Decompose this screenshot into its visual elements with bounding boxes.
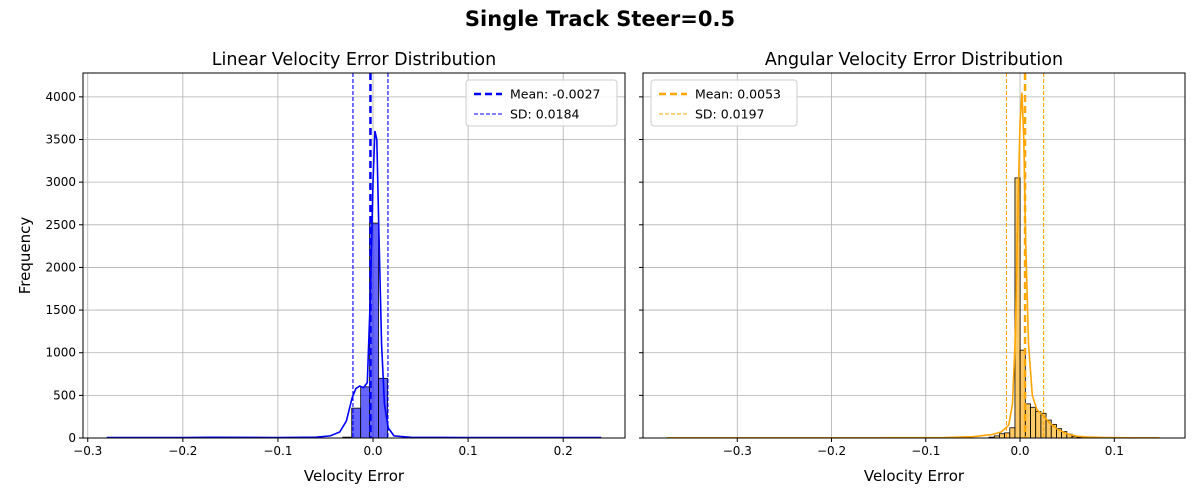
- x-tick-label: −0.3: [73, 444, 102, 458]
- legend-box: [650, 79, 798, 127]
- legend: Mean: 0.0053 SD: 0.0197: [650, 79, 798, 127]
- legend-box: [465, 79, 618, 127]
- x-tick-label: 0.0: [1010, 444, 1029, 458]
- x-tick-label: 0.1: [459, 444, 478, 458]
- x-tick-label: −0.1: [911, 444, 940, 458]
- y-tick-label: 2500: [45, 218, 76, 232]
- linear-velocity-panel: −0.3 −0.2 −0.1 0.0 0.1 0.2 0 500 1000 1500 2000 250…: [16, 50, 626, 485]
- x-tick-label: 0.1: [1105, 444, 1124, 458]
- figure-title: Single Track Steer=0.5: [465, 7, 735, 31]
- histogram-bars: [988, 177, 1083, 438]
- axes-frame: [642, 72, 1186, 439]
- histogram-bar: [1030, 406, 1037, 438]
- legend-sd-label: SD: 0.0197: [695, 107, 764, 122]
- x-tick-label: −0.2: [817, 444, 846, 458]
- kde-curve: [666, 92, 1160, 438]
- y-tick-label: 4000: [45, 90, 76, 104]
- histogram-bar: [1035, 411, 1042, 438]
- legend: Mean: -0.0027 SD: 0.0184: [465, 79, 618, 127]
- histogram-bar: [999, 433, 1005, 438]
- x-tick-label: 0.0: [363, 444, 382, 458]
- y-tick-label: 500: [53, 388, 76, 402]
- kde-curve: [106, 130, 602, 438]
- chart-title: Angular Velocity Error Distribution: [765, 50, 1063, 70]
- x-axis-label: Velocity Error: [304, 467, 405, 485]
- x-tick-label: 0.2: [554, 444, 573, 458]
- histogram-bar: [360, 386, 370, 438]
- y-tick-label: 0: [68, 431, 76, 445]
- legend-mean-label: Mean: 0.0053: [695, 87, 781, 102]
- angular-velocity-panel: −0.3 −0.2 −0.1 0.0 0.1 Angular Velocity Error…: [639, 50, 1186, 485]
- y-tick-label: 1500: [45, 303, 76, 317]
- legend-sd-label: SD: 0.0184: [510, 107, 580, 122]
- y-tick-label: 1000: [45, 346, 76, 360]
- y-tick-label: 3000: [45, 175, 76, 189]
- y-tick-label: 3500: [45, 133, 76, 147]
- x-tick-label: −0.3: [723, 444, 752, 458]
- chart-title: Linear Velocity Error Distribution: [212, 50, 496, 70]
- histogram-bar: [1004, 432, 1011, 438]
- y-axis-label: Frequency: [16, 217, 34, 295]
- histogram-bar: [1009, 427, 1016, 438]
- histogram-bar: [1014, 177, 1021, 438]
- legend-mean-label: Mean: -0.0027: [510, 87, 601, 102]
- y-tick-label: 2000: [45, 260, 76, 274]
- x-tick-label: −0.1: [263, 444, 292, 458]
- axes-frame: [82, 72, 626, 439]
- x-axis-label: Velocity Error: [864, 467, 965, 485]
- x-tick-label: −0.2: [168, 444, 197, 458]
